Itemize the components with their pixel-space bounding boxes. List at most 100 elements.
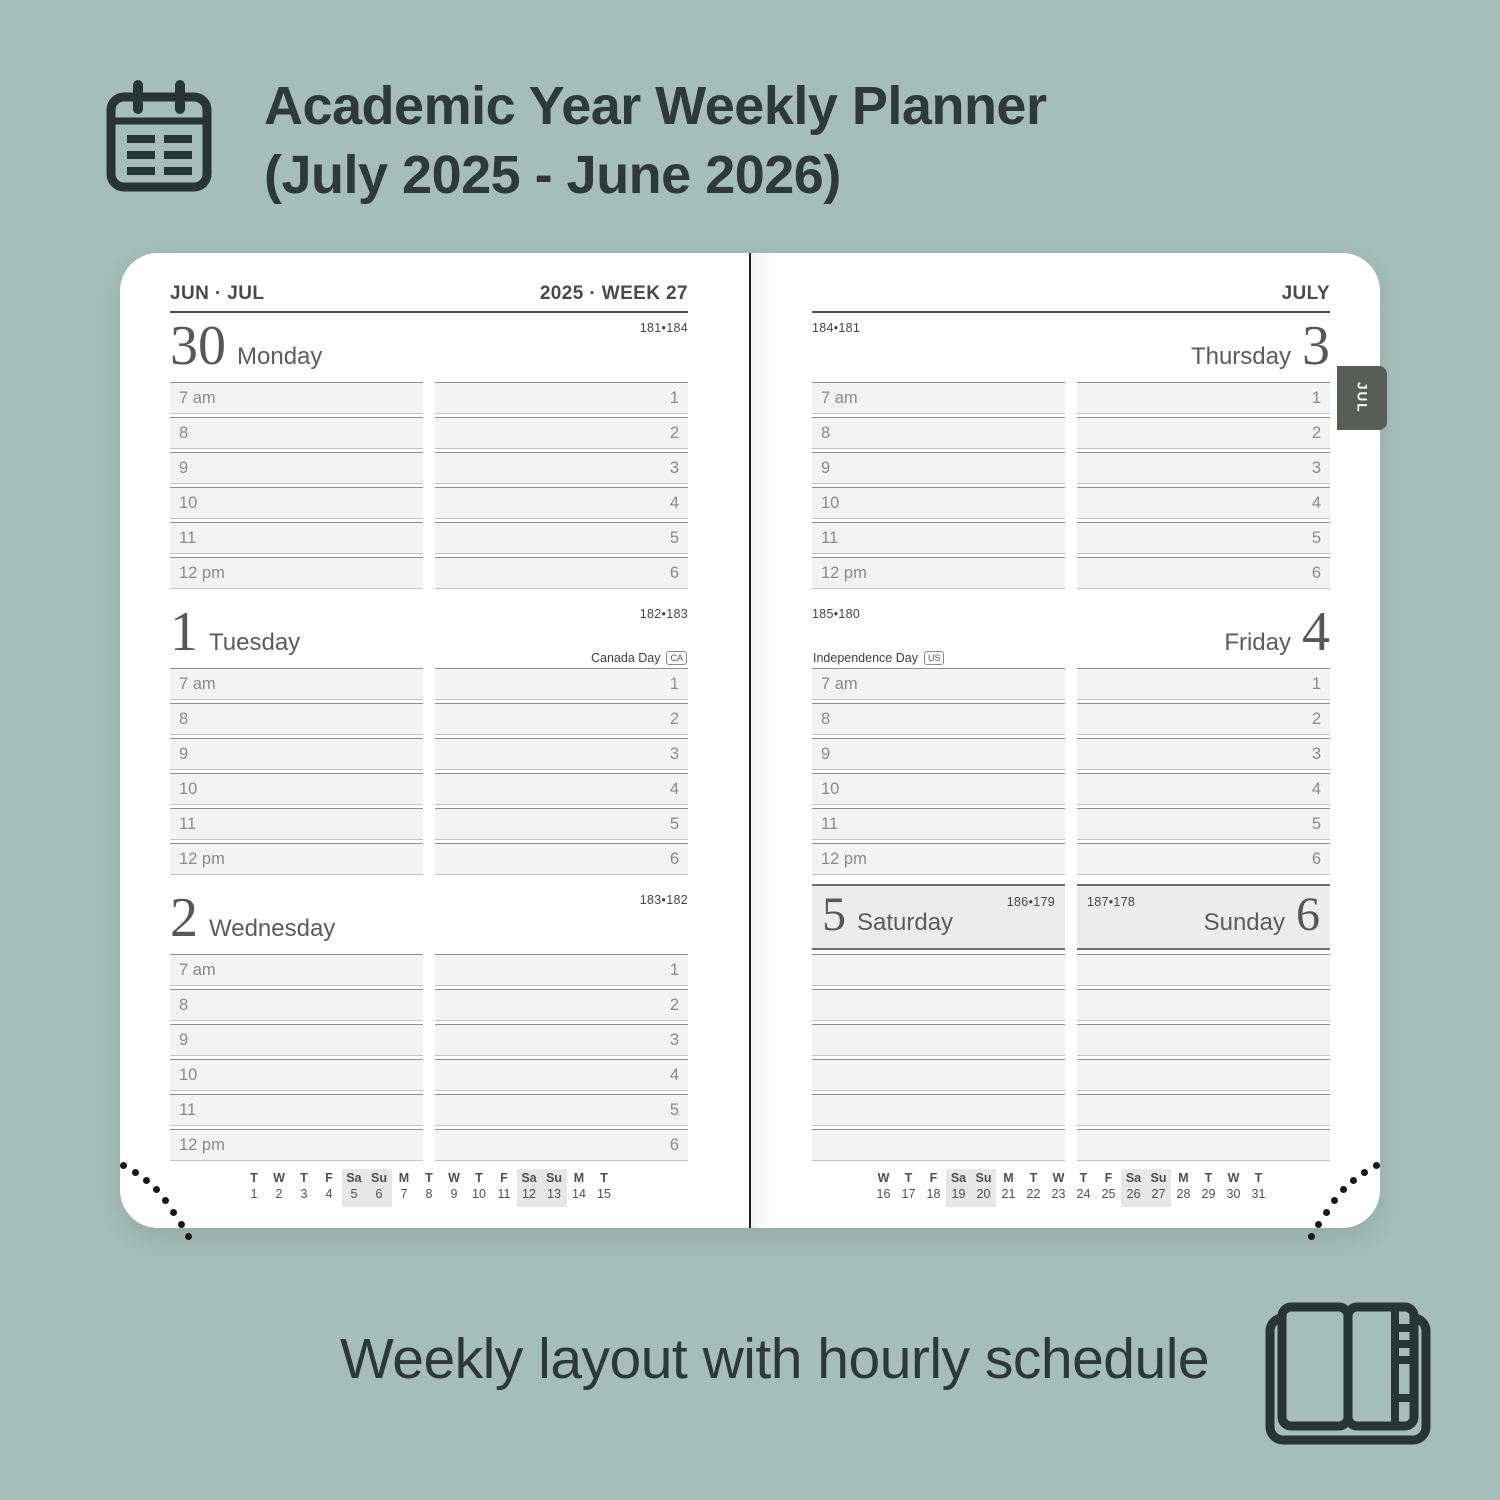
mini-date: 6 [375, 1187, 383, 1201]
hour-number: 4 [1311, 779, 1321, 798]
day-section-monday: 30 Monday 181•184 7 am 1 8 2 9 3 10 [170, 312, 688, 598]
hour-row: 10 4 [812, 487, 1330, 519]
mini-weekday: M [573, 1171, 585, 1185]
holiday-label: Canada Day CA [591, 651, 687, 665]
mini-weekday: Su [546, 1171, 562, 1185]
time-label: 8 [821, 423, 831, 442]
hour-number: 4 [669, 779, 679, 798]
mini-weekday: M [1178, 1171, 1189, 1185]
mini-date: 20 [976, 1187, 991, 1201]
mini-weekday: T [1204, 1171, 1213, 1185]
spine-shadow [751, 253, 775, 1228]
mini-date: 18 [926, 1187, 941, 1201]
month-range-label: JUN · JUL [170, 283, 265, 304]
time-label: 7 am [821, 388, 858, 407]
hour-number: 5 [1311, 528, 1321, 547]
hour-number: 1 [1311, 674, 1321, 693]
mini-calendar-column: T 15 [592, 1169, 617, 1207]
hour-number: 3 [1311, 744, 1321, 763]
hour-row: 9 3 [170, 1024, 688, 1056]
hour-number: 4 [1311, 493, 1321, 512]
blank-row [812, 954, 1330, 986]
mini-weekday: T [250, 1171, 258, 1185]
day-sunday: 187•178 Sunday 6 [1077, 884, 1330, 950]
mini-calendar-column: T 1 [242, 1169, 267, 1207]
hour-row: 11 5 [170, 808, 688, 840]
mini-date: 29 [1201, 1187, 1216, 1201]
day-name: Wednesday [209, 915, 336, 942]
hour-row: 9 3 [170, 738, 688, 770]
hour-row: 10 4 [170, 773, 688, 805]
calendar-icon [100, 78, 218, 201]
mini-weekday: F [500, 1171, 508, 1185]
mini-weekday: T [904, 1171, 913, 1185]
time-label: 12 pm [179, 849, 225, 868]
time-label: 9 [179, 1030, 189, 1049]
day-number: 6 [1296, 887, 1320, 941]
mini-weekday: T [1079, 1171, 1088, 1185]
mini-weekday: F [929, 1171, 938, 1185]
mini-date: 17 [901, 1187, 916, 1201]
time-label: 7 am [179, 960, 216, 979]
hour-number: 6 [669, 849, 679, 868]
day-section-tuesday: 1 Tuesday 182•183 Canada Day CA 7 am 1 8… [170, 598, 688, 884]
mini-date: 23 [1051, 1187, 1066, 1201]
mini-weekday: W [273, 1171, 285, 1185]
mini-date: 27 [1151, 1187, 1166, 1201]
hour-row: 11 5 [812, 808, 1330, 840]
hour-number: 5 [669, 528, 679, 547]
mini-calendar-column: Sa 26 [1121, 1169, 1146, 1207]
day-of-year-label: 186•179 [1006, 895, 1055, 909]
mini-date: 16 [876, 1187, 891, 1201]
mini-weekday: Su [1150, 1171, 1167, 1185]
time-label: 10 [821, 493, 840, 512]
hour-number: 4 [669, 493, 679, 512]
hour-row: 8 2 [170, 417, 688, 449]
mini-calendar-column: T 22 [1021, 1169, 1046, 1207]
mini-date: 28 [1176, 1187, 1191, 1201]
day-number: 5 [822, 887, 846, 941]
mini-calendar-column: T 31 [1246, 1169, 1271, 1207]
mini-date: 15 [597, 1187, 611, 1201]
hour-number: 5 [1311, 814, 1321, 833]
mini-calendar-column: M 28 [1171, 1169, 1196, 1207]
holiday-country-badge: US [923, 651, 945, 665]
hour-row: 7 am 1 [170, 382, 688, 414]
day-section-weekend: 5 Saturday 186•179 187•178 Sunday 6 [812, 884, 1330, 1170]
day-name: Tuesday [209, 629, 301, 656]
time-label: 10 [179, 779, 198, 798]
day-of-year-label: 181•184 [639, 321, 688, 335]
time-label: 7 am [179, 388, 216, 407]
mini-weekday: Sa [1125, 1171, 1142, 1185]
mini-date: 4 [325, 1187, 333, 1201]
hour-grid: 7 am 1 8 2 9 3 10 4 11 5 12 pm 6 [170, 954, 688, 1164]
mini-weekday: T [300, 1171, 308, 1185]
spine-divider [749, 253, 751, 1228]
day-name: Monday [237, 343, 323, 370]
hour-row: 12 pm 6 [812, 557, 1330, 589]
time-label: 10 [179, 1065, 198, 1084]
mini-calendar-column: M 14 [567, 1169, 592, 1207]
day-number: 2 [170, 887, 198, 949]
day-of-year-label: 184•181 [812, 321, 861, 335]
hour-number: 3 [669, 1030, 679, 1049]
mini-date: 24 [1076, 1187, 1091, 1201]
day-section-friday: 185•180 Friday 4 Independence Day US 7 a… [812, 598, 1330, 884]
mini-calendar-column: M 7 [392, 1169, 417, 1207]
hour-number: 2 [669, 709, 679, 728]
hour-number: 5 [669, 1100, 679, 1119]
mini-weekday: Su [371, 1171, 387, 1185]
day-number: 30 [170, 315, 226, 377]
mini-weekday: T [475, 1171, 483, 1185]
time-label: 11 [821, 528, 839, 547]
time-label: 9 [821, 458, 831, 477]
hour-row: 8 2 [170, 703, 688, 735]
time-label: 12 pm [179, 563, 225, 582]
hour-row: 11 5 [170, 1094, 688, 1126]
hour-row: 8 2 [170, 989, 688, 1021]
mini-calendar-column: T 10 [467, 1169, 492, 1207]
month-tab-jul: JUL [1337, 366, 1387, 430]
corner-dots-right [1298, 1152, 1388, 1242]
mini-weekday: T [425, 1171, 433, 1185]
mini-calendar: W 16 T 17 F 18 Sa 19 Su 20 M 21 T 22 W [812, 1169, 1330, 1207]
